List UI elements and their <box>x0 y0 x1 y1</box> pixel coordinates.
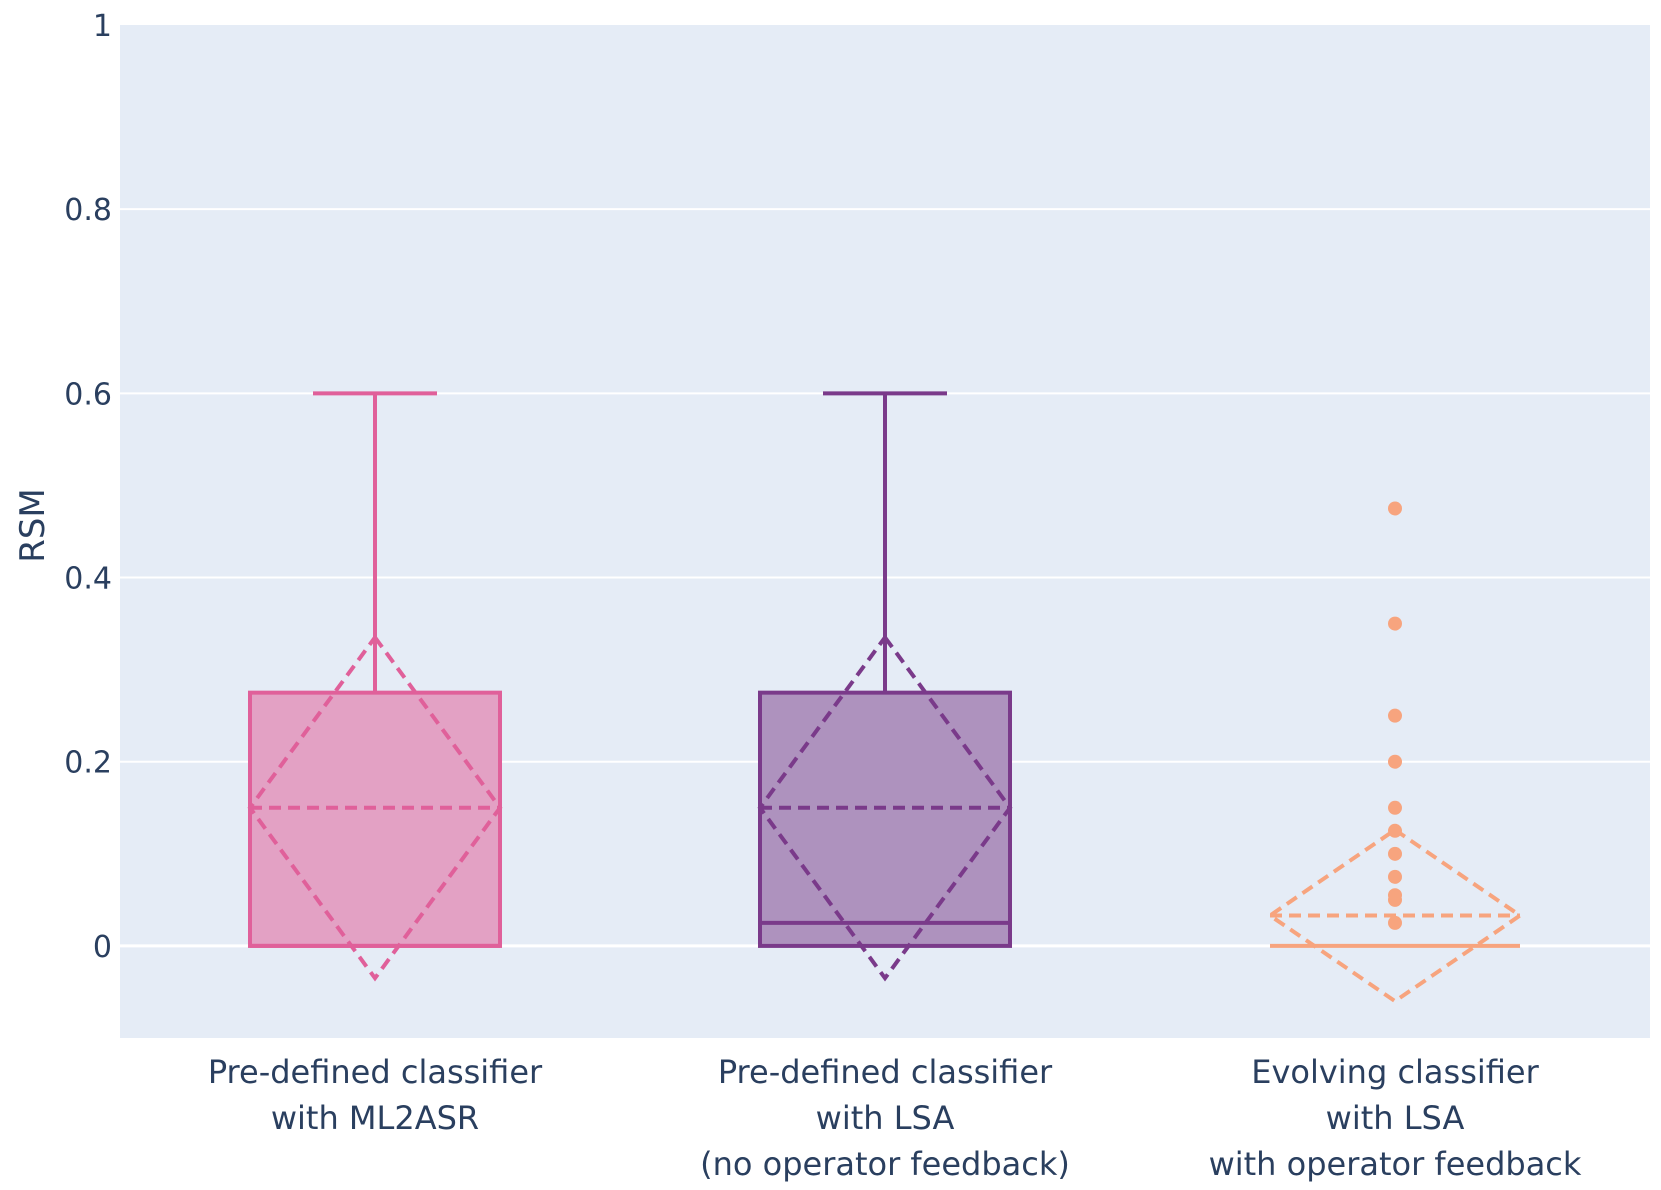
outlier-point <box>1388 501 1402 516</box>
boxes <box>247 391 1524 1004</box>
x-category-label-line: Evolving classifier <box>1251 1053 1539 1091</box>
outlier-point <box>1388 708 1402 723</box>
box-group <box>757 391 1013 982</box>
x-category-label: Evolving classifier with LSA with operator… <box>1209 1053 1582 1183</box>
x-category-label-line: with LSA <box>1326 1099 1465 1137</box>
y-tick-label: 1 <box>93 9 112 44</box>
box-group <box>247 391 503 982</box>
y-tick-label: 0.6 <box>64 377 112 412</box>
y-axis-ticks: 0 0.2 0.4 0.6 0.8 1 <box>64 9 112 965</box>
x-category-label-line: Pre-defined classifier <box>718 1053 1053 1091</box>
y-tick-label: 0 <box>93 930 112 965</box>
box-body <box>248 690 502 948</box>
y-tick-label: 0.8 <box>64 193 112 228</box>
outlier-point <box>1388 754 1402 769</box>
sd-diamond <box>1266 827 1524 1004</box>
outlier-point <box>1388 915 1402 930</box>
box-group <box>1266 501 1524 1004</box>
x-axis-category-labels: Pre-defined classifier with ML2ASRPre-def… <box>208 1053 1582 1183</box>
x-category-label-line: with LSA <box>816 1099 955 1137</box>
x-category-label-line: with operator feedback <box>1209 1145 1582 1183</box>
y-axis-title: RSM <box>13 488 53 563</box>
x-category-label: Pre-defined classifier with ML2ASR <box>208 1053 543 1137</box>
outlier-point <box>1388 869 1402 884</box>
outlier-point <box>1388 892 1402 907</box>
box-body <box>758 690 1012 948</box>
sd-diamond <box>757 634 1013 982</box>
x-category-label-line: (no operator feedback) <box>700 1145 1070 1183</box>
x-category-label: Pre-defined classifier with LSA (no operat… <box>700 1053 1070 1183</box>
outlier-point <box>1388 616 1402 631</box>
x-category-label-line: Pre-defined classifier <box>208 1053 543 1091</box>
outlier-point <box>1388 823 1402 838</box>
sd-diamond <box>247 634 503 982</box>
x-category-label-line: with ML2ASR <box>271 1099 479 1137</box>
y-tick-label: 0.4 <box>64 562 112 597</box>
outlier-point <box>1388 800 1402 815</box>
outlier-point <box>1388 846 1402 861</box>
y-tick-label: 0.2 <box>64 746 112 781</box>
